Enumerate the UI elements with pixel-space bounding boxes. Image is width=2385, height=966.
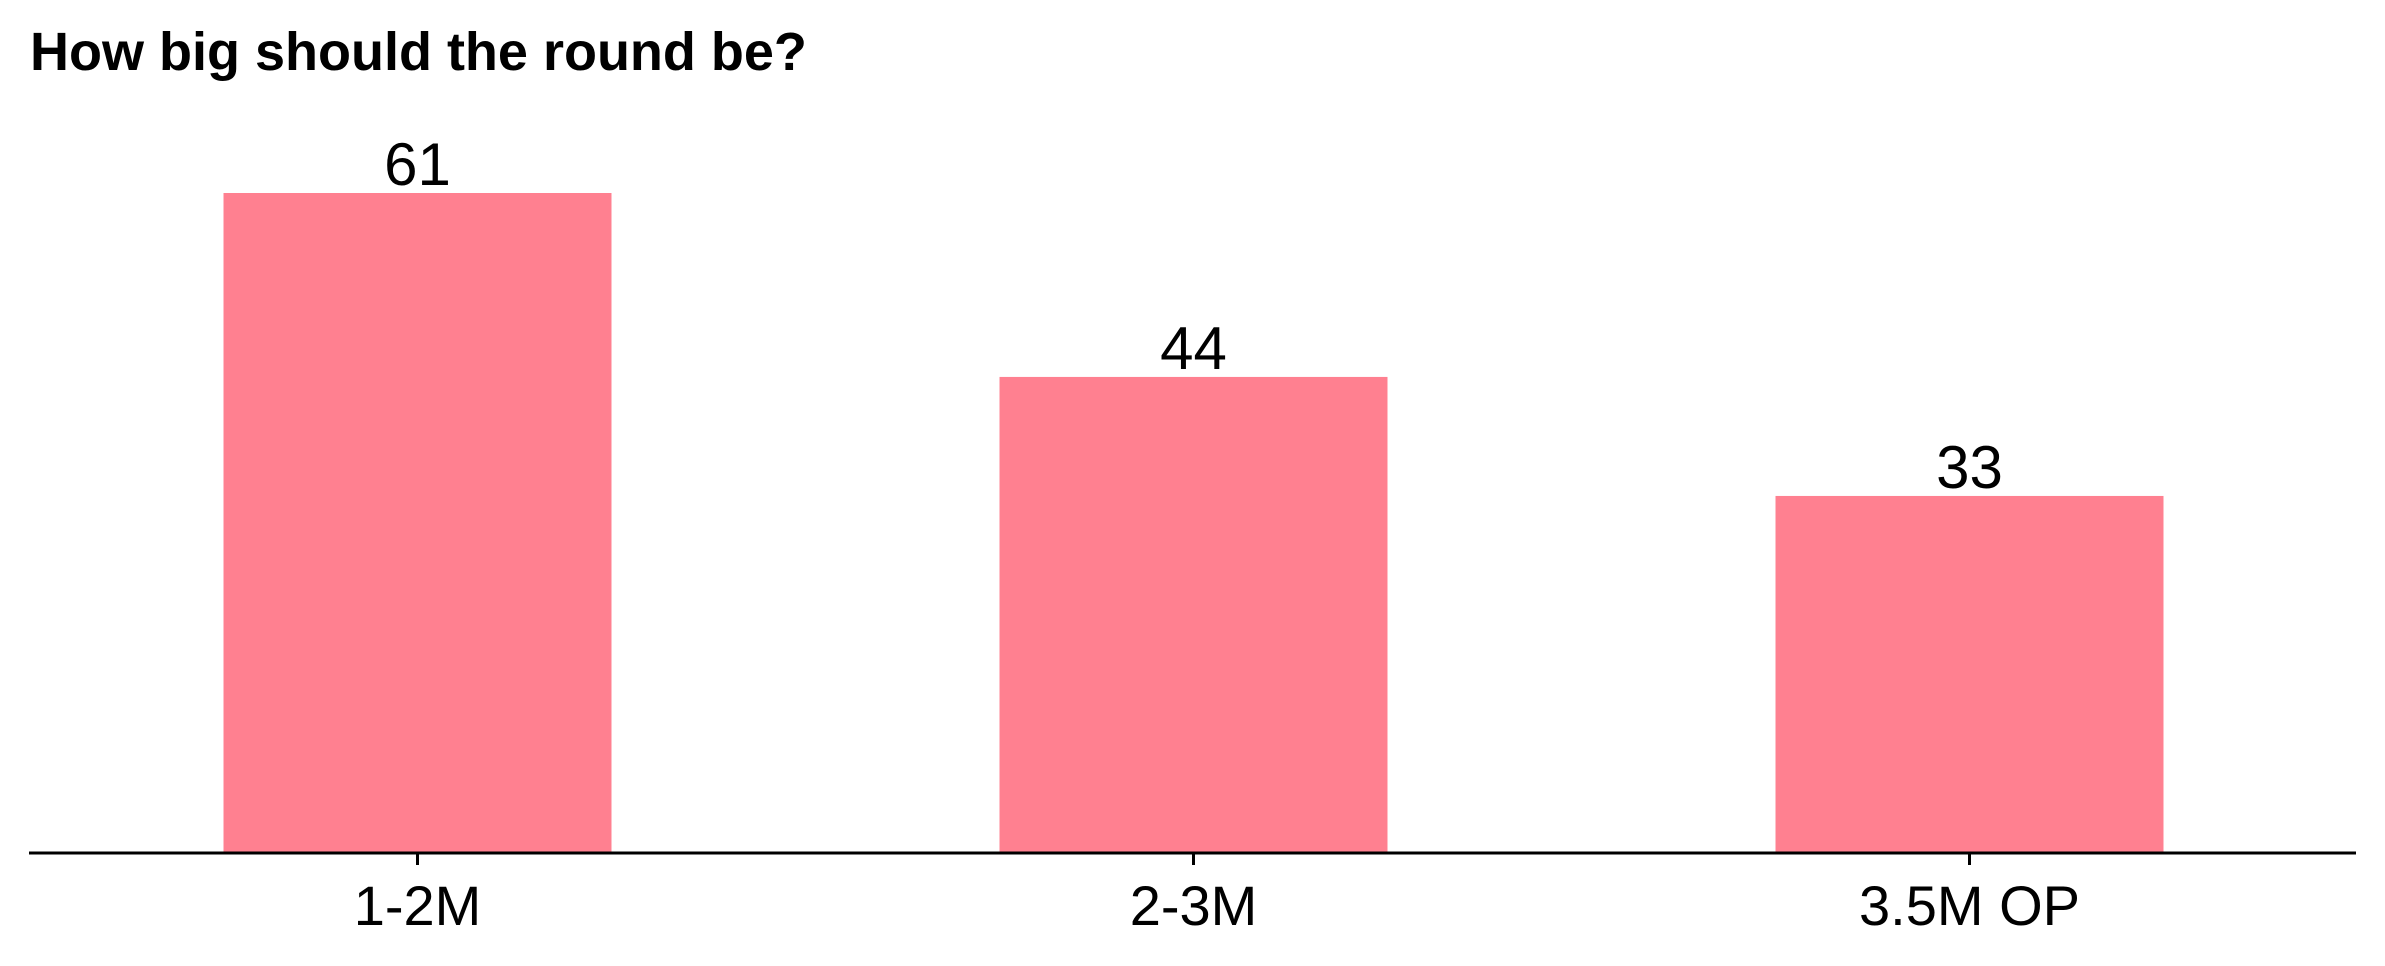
x-tick-label-3: 3.5M OP xyxy=(1859,874,2080,937)
x-axis-ticks-layer: 1-2M 2-3M 3.5M OP xyxy=(354,853,2080,937)
value-labels-layer: 61 44 33 xyxy=(384,131,2003,501)
x-tick-label-1: 1-2M xyxy=(354,874,482,937)
bar-3 xyxy=(1775,495,2164,853)
value-label-1: 61 xyxy=(384,131,451,198)
bar-2 xyxy=(999,376,1388,853)
x-tick-label-2: 2-3M xyxy=(1130,874,1258,937)
value-label-2: 44 xyxy=(1160,315,1227,382)
value-label-3: 33 xyxy=(1936,434,2003,501)
chart-title: How big should the round be? xyxy=(30,22,807,82)
bar-1 xyxy=(223,193,612,853)
bars-layer xyxy=(223,193,2164,853)
